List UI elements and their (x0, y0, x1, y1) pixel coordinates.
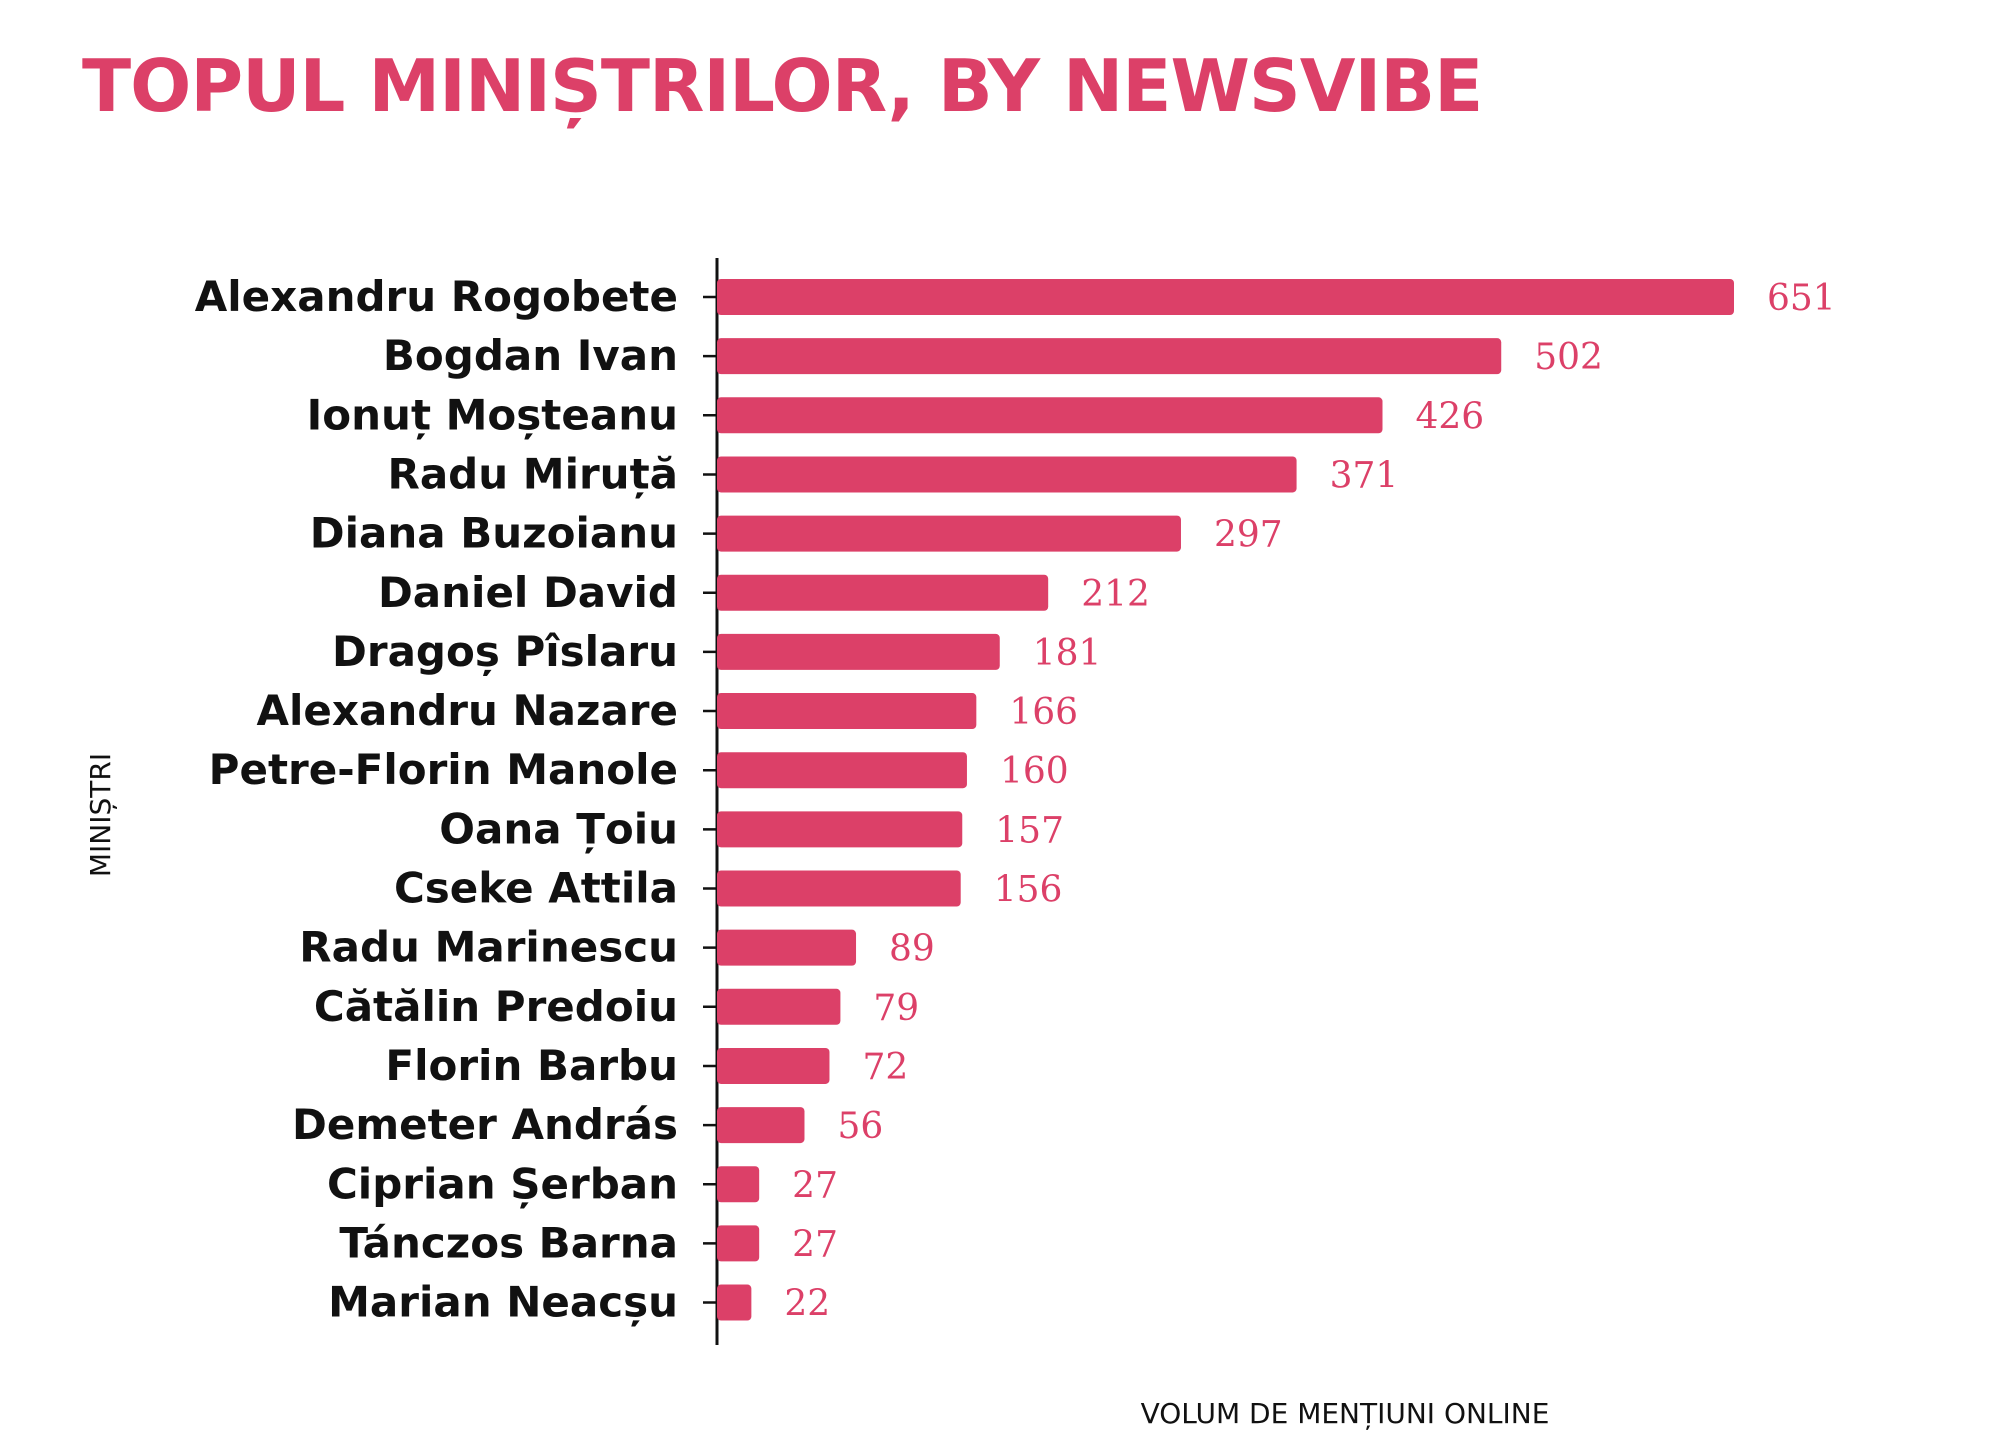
category-label: Ionuț Moșteanu (307, 390, 678, 440)
category-label: Alexandru Rogobete (195, 272, 678, 321)
value-label: 89 (889, 929, 935, 970)
category-label: Petre-Florin Manole (209, 745, 678, 794)
bar (717, 338, 1502, 375)
bar (717, 1166, 760, 1203)
value-label: 79 (873, 988, 919, 1029)
value-label: 502 (1534, 337, 1603, 378)
value-label: 212 (1081, 574, 1150, 615)
value-label: 371 (1330, 455, 1399, 496)
value-label: 181 (1033, 633, 1102, 674)
category-label: Oana Țoiu (439, 804, 678, 854)
bar (717, 1107, 805, 1144)
bars-layer: Alexandru Rogobete 651 Bogdan Ivan 502 Ionuț… (195, 272, 1836, 1328)
category-label: Tánczos Barna (339, 1218, 678, 1267)
value-label: 72 (862, 1047, 908, 1088)
value-label: 22 (784, 1284, 830, 1325)
category-label: Demeter András (292, 1100, 678, 1149)
value-label: 156 (994, 870, 1063, 911)
y-axis-title: MINIȘTRI (84, 753, 117, 877)
value-label: 651 (1767, 278, 1836, 319)
value-label: 166 (1009, 692, 1078, 733)
value-label: 27 (792, 1224, 838, 1265)
category-label: Radu Miruță (388, 449, 679, 499)
category-label: Cătălin Predoiu (314, 982, 678, 1031)
bar (717, 693, 977, 730)
value-label: 157 (995, 810, 1064, 851)
value-label: 160 (1000, 751, 1069, 792)
bar (717, 633, 1000, 670)
bar (717, 397, 1383, 434)
category-label: Daniel David (378, 568, 678, 617)
category-label: Florin Barbu (385, 1041, 678, 1090)
bar (717, 1284, 752, 1321)
bar (717, 1047, 830, 1084)
bar (717, 1225, 760, 1262)
category-label: Marian Neacșu (328, 1278, 678, 1328)
category-label: Diana Buzoianu (310, 509, 678, 558)
category-label: Ciprian Șerban (327, 1159, 678, 1209)
bar (717, 988, 841, 1025)
bar (717, 279, 1734, 315)
bar (717, 456, 1297, 493)
value-label: 426 (1416, 396, 1485, 437)
category-label: Bogdan Ivan (383, 331, 678, 380)
category-label: Alexandru Nazare (257, 686, 679, 735)
bar (717, 574, 1049, 611)
value-label: 297 (1214, 515, 1283, 556)
bar (717, 929, 857, 966)
value-label: 56 (837, 1106, 883, 1147)
chart-title: TOPUL MINIȘTRILOR, BY NEWSVIBE (82, 44, 1483, 128)
bar (717, 752, 967, 789)
category-label: Radu Marinescu (299, 923, 678, 972)
bar (717, 811, 963, 848)
bar (717, 515, 1181, 552)
category-label: Cseke Attila (394, 864, 678, 913)
category-label: Dragoș Pîslaru (332, 627, 678, 677)
x-axis-title: VOLUM DE MENȚIUNI ONLINE (1141, 1397, 1550, 1430)
bar (717, 870, 961, 907)
value-label: 27 (792, 1165, 838, 1206)
